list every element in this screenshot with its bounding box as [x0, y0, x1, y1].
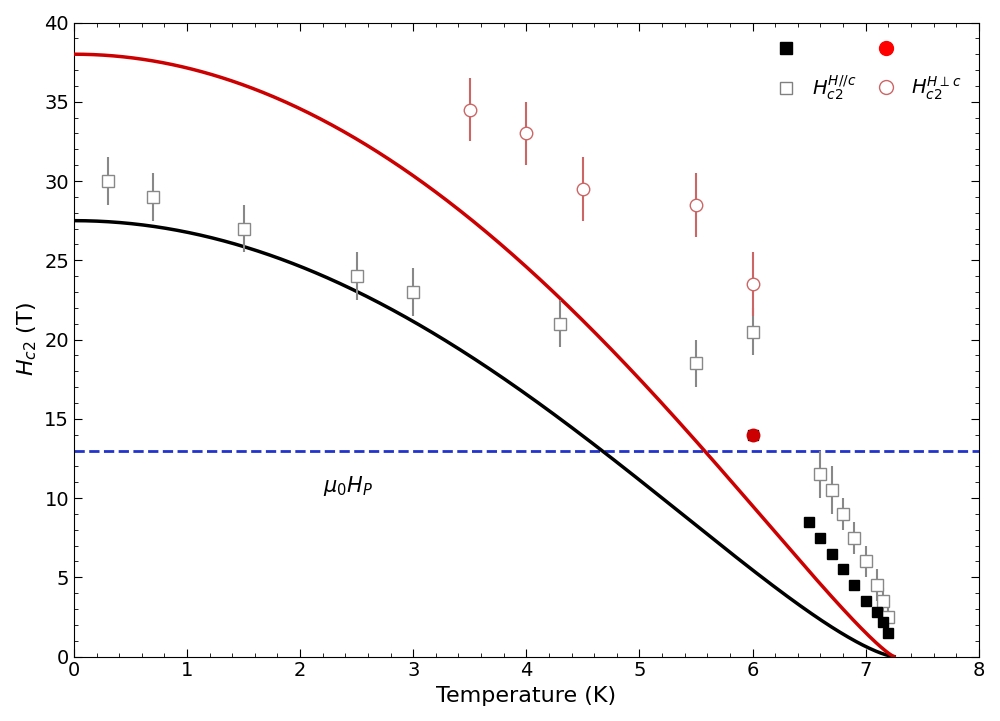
Y-axis label: $H_{c2}$ (T): $H_{c2}$ (T): [15, 303, 39, 376]
Text: $\mu_0 H_P$: $\mu_0 H_P$: [323, 474, 373, 498]
Legend: , $H_{c2}^{H//c}$, , $H_{c2}^{H\perp c}$: , $H_{c2}^{H//c}$, , $H_{c2}^{H\perp c}$: [759, 32, 969, 110]
X-axis label: Temperature (K): Temperature (K): [436, 686, 616, 706]
